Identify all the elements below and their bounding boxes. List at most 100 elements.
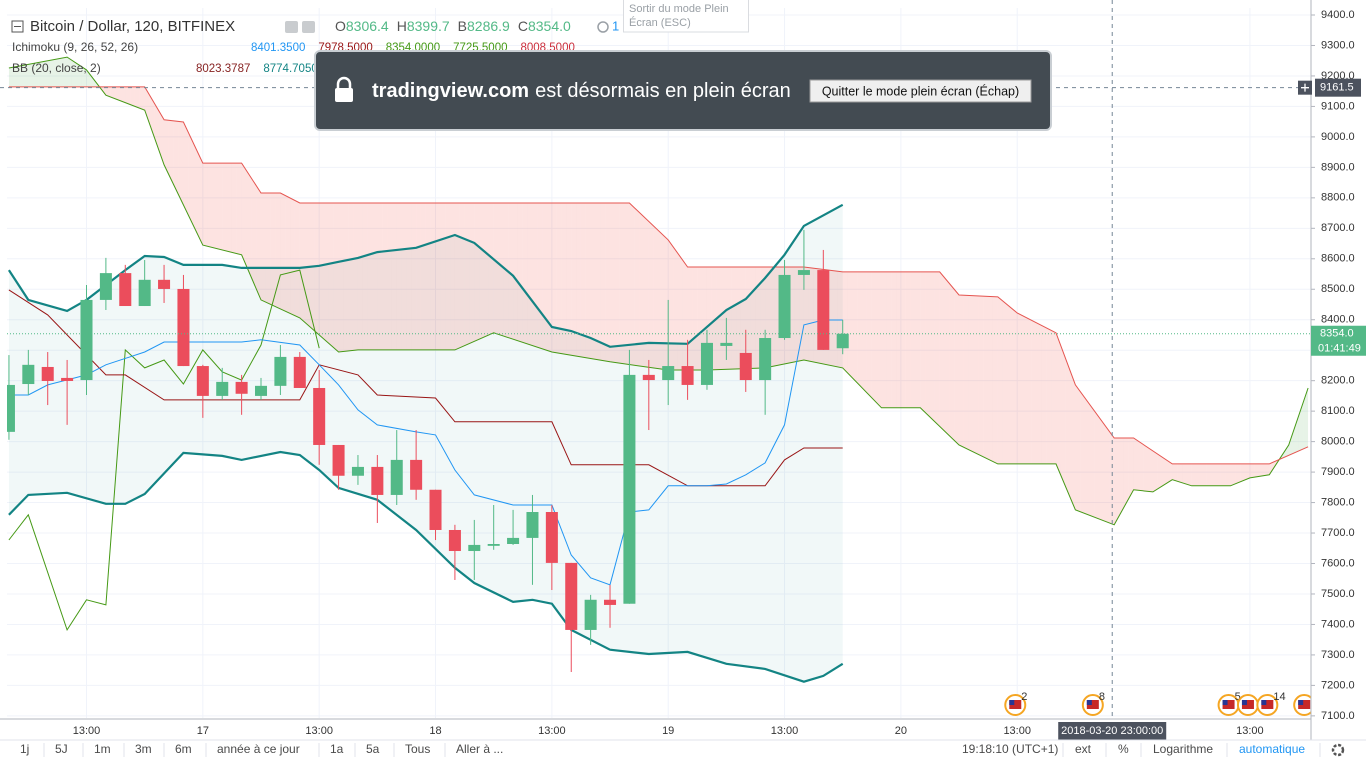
crosshair-price-box xyxy=(1315,78,1361,97)
banner-text: tradingview.com est désormais en plein éc… xyxy=(372,80,791,102)
y-tick-label: 9400.0 xyxy=(1321,9,1355,21)
range-button[interactable]: 6m xyxy=(175,742,192,756)
indicator-line xyxy=(8,319,843,586)
cloud-fill xyxy=(1133,437,1139,491)
scale-option[interactable]: automatique xyxy=(1239,742,1305,756)
cloud-fill xyxy=(886,271,892,408)
range-button[interactable]: 5J xyxy=(55,742,68,756)
cloud-fill xyxy=(556,203,562,354)
cloud-fill xyxy=(411,203,417,350)
cloud-fill xyxy=(1007,304,1013,464)
last-price-box xyxy=(1311,325,1366,356)
scale-option[interactable]: % xyxy=(1118,742,1129,756)
candle-body xyxy=(80,299,93,381)
y-tick-label: 7500.0 xyxy=(1321,588,1355,600)
cloud-fill xyxy=(726,267,732,370)
cloud-fill xyxy=(857,271,863,388)
cloud-fill xyxy=(1288,430,1294,456)
cloud-fill xyxy=(1046,327,1052,464)
cloud-fill xyxy=(576,203,581,357)
cloud-fill xyxy=(522,203,528,345)
clock: 19:18:10 (UTC+1) xyxy=(962,742,1058,756)
scale-option[interactable]: Logarithme xyxy=(1153,742,1213,756)
range-button[interactable]: année à ce jour xyxy=(217,742,300,756)
cloud-fill xyxy=(1012,308,1018,464)
candle-body xyxy=(507,537,520,545)
cloud-fill xyxy=(1041,325,1047,464)
cloud-fill xyxy=(483,203,489,338)
indicator-line xyxy=(8,269,320,632)
candle-body xyxy=(662,366,675,381)
candle-body xyxy=(836,333,849,349)
cloud-fill xyxy=(532,203,538,348)
candle-body xyxy=(429,489,442,530)
settings-icon[interactable] xyxy=(302,21,315,33)
candle-body xyxy=(313,387,326,445)
exit-fullscreen-button[interactable] xyxy=(809,79,1032,103)
cloud-fill xyxy=(639,212,644,367)
cloud-fill xyxy=(905,271,911,408)
cloud-fill xyxy=(740,267,746,369)
cloud-fill xyxy=(920,271,926,413)
cloud-fill xyxy=(954,289,960,445)
candle-body xyxy=(99,273,112,300)
x-tick-label: 13:00 xyxy=(538,725,566,737)
event-flag xyxy=(1241,700,1254,709)
cloud-fill xyxy=(154,103,160,152)
alert-icon[interactable] xyxy=(597,21,609,33)
settings-gear[interactable] xyxy=(1331,743,1345,757)
collapse-icon[interactable] xyxy=(11,20,24,33)
crosshair-price-label: 9161.5 xyxy=(1320,82,1354,94)
cloud-fill xyxy=(624,203,630,365)
scale-option[interactable]: ext xyxy=(1075,742,1092,756)
fullscreen-banner xyxy=(314,50,1052,131)
candle-body xyxy=(351,466,364,476)
event-flag xyxy=(1009,700,1022,709)
legend-value: 8774.7050 xyxy=(263,63,317,75)
cloud-fill xyxy=(86,69,92,87)
cloud-fill xyxy=(1060,345,1066,487)
cloud-fill xyxy=(1022,315,1027,464)
cloud-fill xyxy=(542,203,548,351)
event-count: 5 xyxy=(1235,691,1241,703)
cloud-fill xyxy=(1157,454,1163,489)
candle-body xyxy=(293,356,306,388)
eye-icon[interactable] xyxy=(285,21,298,33)
cloud-fill xyxy=(585,203,591,359)
range-button[interactable]: Aller à ... xyxy=(456,742,503,756)
candle-body xyxy=(196,366,209,396)
candle-body xyxy=(61,377,74,381)
cloud-fill xyxy=(789,267,795,363)
cloud-fill xyxy=(164,119,169,175)
range-button[interactable]: 1m xyxy=(94,742,111,756)
cloud-fill xyxy=(731,267,737,370)
cloud-fill xyxy=(76,63,82,87)
cloud-fill xyxy=(125,86,131,105)
cloud-fill xyxy=(357,203,363,350)
y-tick-label: 9000.0 xyxy=(1321,131,1355,143)
x-tick-label: 13:00 xyxy=(1236,725,1264,737)
candle-body xyxy=(565,562,578,630)
range-button[interactable]: 1j xyxy=(20,742,29,756)
cloud-fill xyxy=(896,271,901,408)
cloud-fill xyxy=(692,267,698,371)
range-button[interactable]: Tous xyxy=(405,742,430,756)
range-button[interactable]: 3m xyxy=(135,742,152,756)
cloud-fill xyxy=(1293,416,1299,454)
cloud-fill xyxy=(900,271,906,408)
cloud-fill xyxy=(537,203,543,349)
event-flag xyxy=(1241,700,1247,705)
cloud-fill xyxy=(508,203,514,340)
cloud-fill xyxy=(144,86,150,124)
cloud-fill xyxy=(1196,463,1202,486)
cloud-fill xyxy=(488,203,494,335)
y-tick-label: 9300.0 xyxy=(1321,39,1355,51)
candle-body xyxy=(41,366,54,381)
range-button[interactable]: 5a xyxy=(366,742,380,756)
cloud-fill xyxy=(217,163,223,250)
cloud-fill xyxy=(377,203,383,350)
cloud-fill xyxy=(1172,463,1178,482)
cloud-fill xyxy=(115,86,121,101)
range-button[interactable]: 1a xyxy=(330,742,344,756)
